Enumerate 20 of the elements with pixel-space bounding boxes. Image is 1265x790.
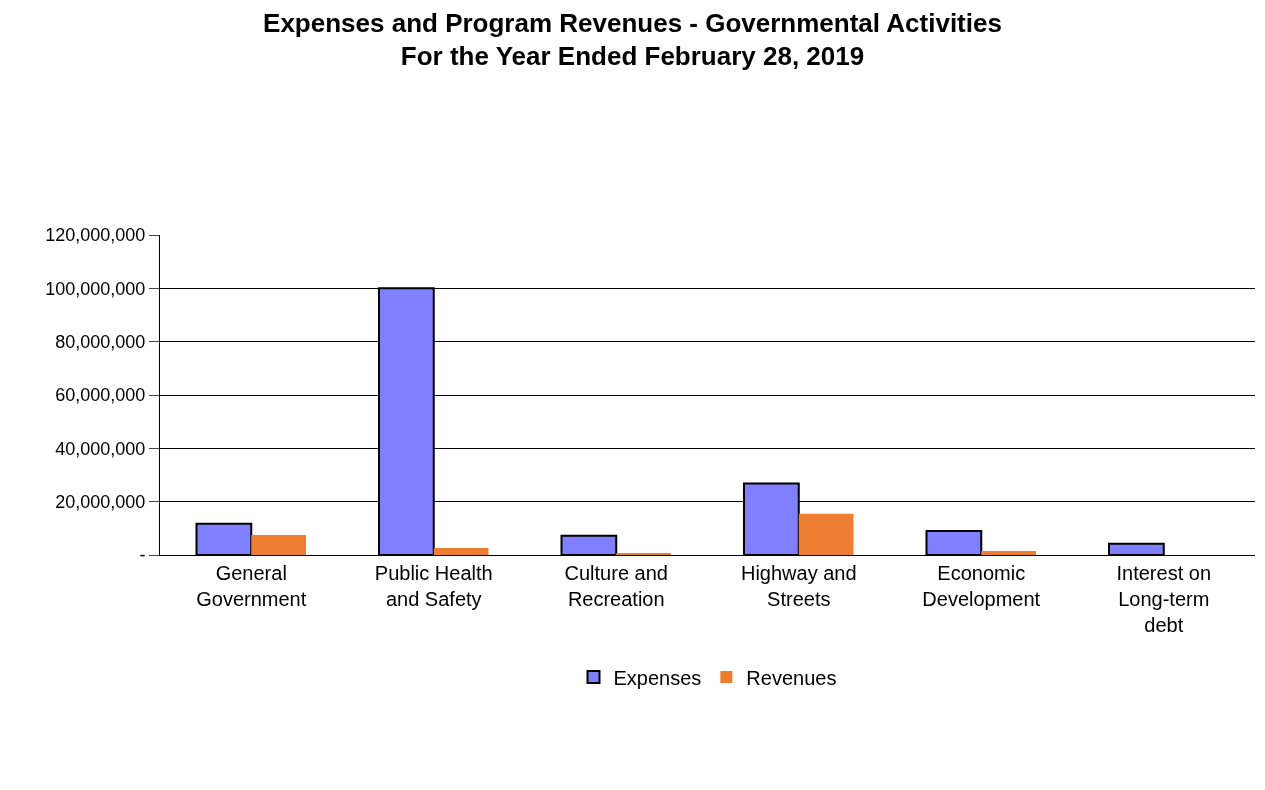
x-tick-label: Public Health and Safety [374,562,493,610]
y-tick-label: 20,000,000 [55,491,146,512]
chart-title: Expenses and Program Revenues - Governmental Activities For the Year Ended February 28, 2019 [263,7,1002,72]
y-tick-label: - [139,545,146,566]
y-tick-label: 60,000,000 [55,385,146,406]
bar [251,535,306,555]
y-tick-label: 80,000,000 [55,331,146,352]
x-tick-label: Economic Development [922,562,1041,610]
y-tick-label: 40,000,000 [55,438,146,459]
y-tick-label: 120,000,000 [45,225,146,246]
bar [798,513,854,555]
legend-label: Revenues [746,666,837,689]
legend-label: Expenses [613,666,702,689]
bar [981,551,1036,555]
bar [433,548,489,555]
x-tick-label: Culture and Recreation [564,562,668,610]
y-tick-label: 100,000,000 [45,278,146,299]
x-tick-label: Interest on Long-term debt [1116,562,1212,636]
x-tick-label: General Government [196,562,307,610]
x-tick-label: Highway and Streets [740,562,857,610]
